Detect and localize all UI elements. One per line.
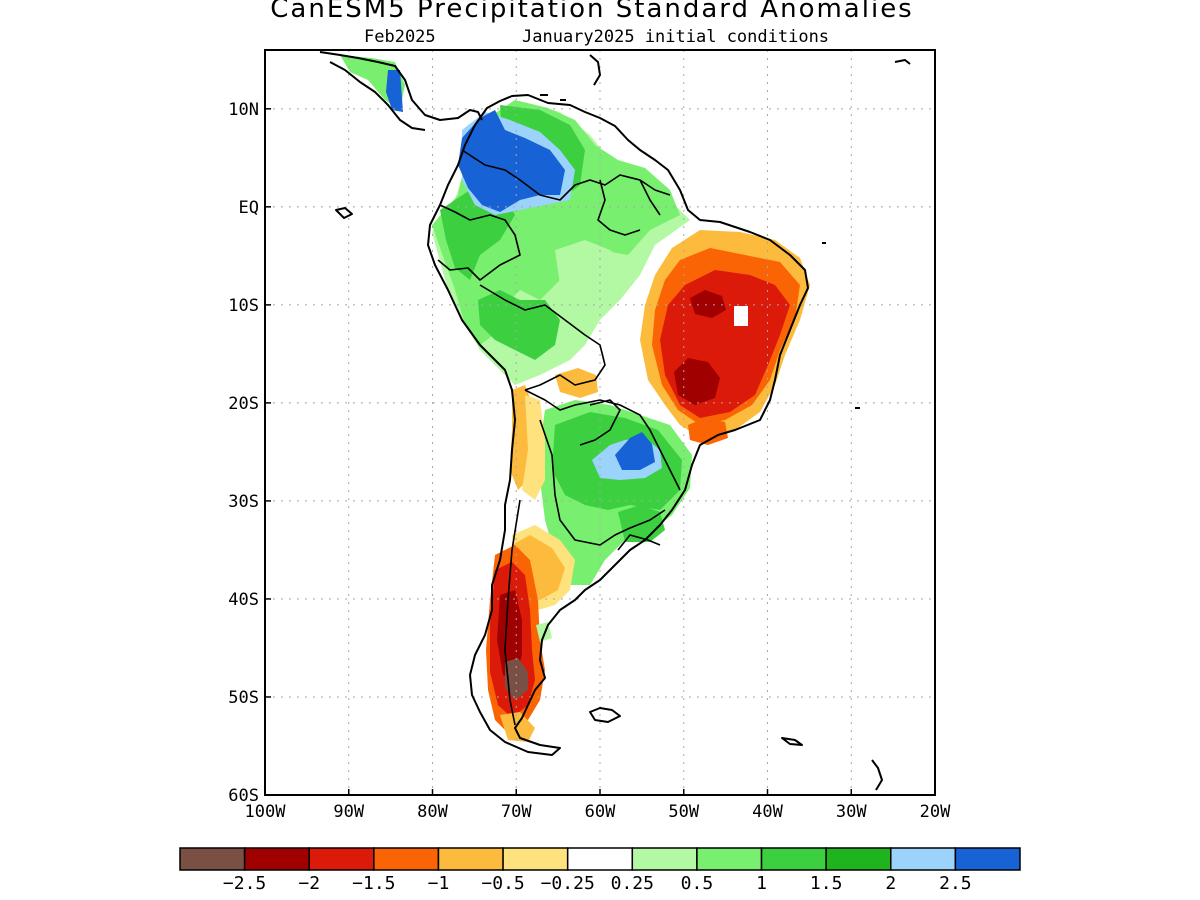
country-borders [437, 149, 681, 726]
map-title: CanESM5 Precipitation Standard Anomalies [270, 0, 914, 24]
anomaly-region-brazil-coast-orange [688, 418, 728, 445]
colorbar-swatch [566, 847, 634, 871]
colorbar-swatch [696, 847, 763, 871]
anomaly-region-paraguay-blue [615, 432, 655, 470]
anomaly-region-patagonia-darkred [497, 590, 522, 680]
colorbar-label: −1.5 [352, 873, 395, 894]
caribbean-islands [540, 54, 911, 101]
forecast-month: Feb2025 [364, 27, 436, 47]
anomaly-region-chile-north-yellow [522, 395, 545, 500]
y-tick-label: 50S [228, 688, 259, 708]
colorbar-swatch [890, 847, 957, 871]
x-tick-label: 20W [920, 802, 951, 822]
axis-layer: 100W 90W 80W 70W 60W 50W 40W 30W 20W 10N EQ 10S 20S 3… [228, 100, 951, 822]
anomaly-region-bolivia-orange [555, 368, 598, 398]
x-tick-label: 40W [752, 802, 783, 822]
colorbar-label: −0.25 [541, 873, 595, 894]
anomaly-region-brazil-darkred-north [690, 290, 726, 318]
south-america-coastline [427, 94, 809, 756]
colorbar-label: −2.5 [223, 873, 266, 894]
anomaly-region-tierra-orange [500, 712, 535, 742]
colorbar-swatch [243, 847, 310, 871]
x-tick-label: 90W [333, 802, 364, 822]
anomaly-fill-layer [340, 55, 810, 742]
colorbar-swatch [373, 847, 440, 871]
x-tick-label: 30W [836, 802, 867, 822]
central-america-coastline [319, 51, 483, 131]
x-tick-label: 70W [501, 802, 532, 822]
colorbar-label: 1 [756, 873, 767, 894]
anomaly-region-patagonia-brown [505, 658, 528, 700]
colorbar-label: 1.5 [810, 873, 843, 894]
anomaly-region-costa-rica [386, 70, 403, 112]
y-tick-label: 60S [228, 786, 259, 806]
anomaly-region-brazil-darkred-south [674, 358, 720, 405]
colorbar-label: 2.5 [939, 873, 972, 894]
initial-conditions-label: January2025 initial conditions [522, 27, 830, 47]
x-tick-label: 60W [585, 802, 616, 822]
y-tick-label: 10S [228, 296, 259, 316]
colorbar-label: −1 [428, 873, 450, 894]
y-tick-label: 30S [228, 492, 259, 512]
colorbar-swatch [954, 847, 1021, 871]
y-tick-label: 40S [228, 590, 259, 610]
falkland-islands [589, 707, 621, 723]
colorbar-swatch [502, 847, 569, 871]
colorbar-label: 0.25 [611, 873, 654, 894]
colorbar-swatch [308, 847, 375, 871]
anomaly-region-colombia-2p5 [458, 110, 565, 212]
x-tick-label: 80W [417, 802, 448, 822]
colorbar-swatch [760, 847, 827, 871]
y-tick-label: 10N [228, 100, 259, 120]
south-georgia [781, 737, 803, 746]
x-tick-label: 50W [668, 802, 699, 822]
colorbar-label: 2 [885, 873, 896, 894]
y-tick-label: EQ [239, 198, 259, 218]
colorbar: −2.5 −2 −1.5 −1 −0.5 −0.25 0.25 0.5 1 1.5 2 2.5 [179, 847, 1021, 894]
galapagos [335, 207, 353, 219]
colorbar-label: −0.5 [481, 873, 524, 894]
y-tick-label: 20S [228, 394, 259, 414]
colorbar-label: 0.5 [681, 873, 714, 894]
colorbar-swatch [631, 847, 698, 871]
colorbar-swatch [437, 847, 504, 871]
x-tick-label: 100W [245, 802, 287, 822]
anomaly-region-brazil-gap [734, 306, 748, 326]
coastline-layer [319, 51, 911, 791]
colorbar-swatch [179, 847, 246, 871]
anomaly-region-peru-1p5 [478, 290, 560, 360]
colorbar-swatch [825, 847, 892, 871]
sandwich-islands [871, 759, 883, 791]
colorbar-label: −2 [298, 873, 320, 894]
anomaly-region-central-light [555, 240, 630, 295]
